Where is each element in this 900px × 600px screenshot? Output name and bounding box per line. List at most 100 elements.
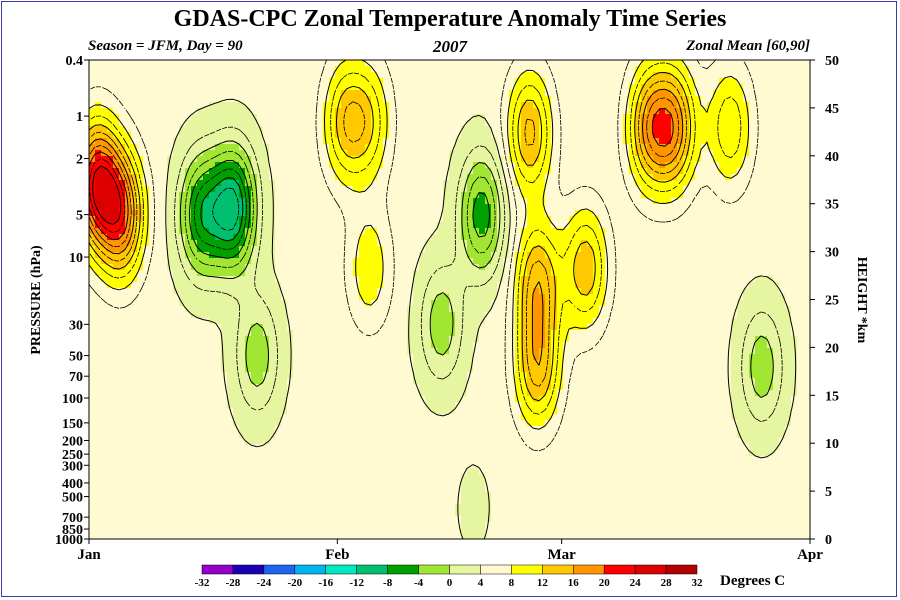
heatmap-cell bbox=[359, 132, 366, 139]
heatmap-cell bbox=[635, 144, 642, 151]
heatmap-cell bbox=[287, 198, 294, 205]
heatmap-cell bbox=[647, 132, 654, 139]
heatmap-cell bbox=[365, 180, 372, 187]
heatmap-cell bbox=[455, 174, 462, 181]
heatmap-cell bbox=[443, 168, 450, 175]
heatmap-cell bbox=[731, 204, 738, 211]
heatmap-cell bbox=[107, 252, 114, 259]
heatmap-cell bbox=[455, 234, 462, 241]
heatmap-cell bbox=[311, 132, 318, 139]
heatmap-cell bbox=[605, 234, 612, 241]
heatmap-cell bbox=[551, 108, 558, 115]
heatmap-cell bbox=[395, 216, 402, 223]
heatmap-cell bbox=[449, 210, 456, 217]
heatmap-cell bbox=[695, 222, 702, 229]
heatmap-cell bbox=[161, 168, 168, 175]
heatmap-cell bbox=[383, 282, 390, 289]
heatmap-cell bbox=[437, 234, 444, 241]
heatmap-cell bbox=[521, 78, 528, 85]
heatmap-cell bbox=[803, 84, 810, 91]
heatmap-cell bbox=[551, 72, 558, 79]
heatmap-cell bbox=[515, 174, 522, 181]
heatmap-cell bbox=[329, 252, 336, 259]
heatmap-cell bbox=[101, 66, 108, 73]
heatmap-cell bbox=[539, 276, 546, 283]
heatmap-cell bbox=[191, 258, 198, 265]
heatmap-cell bbox=[485, 144, 492, 151]
heatmap-cell bbox=[293, 138, 300, 145]
heatmap-cell bbox=[671, 180, 678, 187]
heatmap-cell bbox=[563, 234, 570, 241]
heatmap-cell bbox=[347, 234, 354, 241]
heatmap-cell bbox=[737, 180, 744, 187]
heatmap-cell bbox=[527, 156, 534, 163]
heatmap-cell bbox=[347, 300, 354, 307]
heatmap-cell bbox=[551, 156, 558, 163]
heatmap-cell bbox=[455, 138, 462, 145]
heatmap-cell bbox=[671, 270, 678, 277]
heatmap-cell bbox=[293, 258, 300, 265]
heatmap-cell bbox=[731, 114, 738, 121]
heatmap-cell bbox=[251, 66, 258, 73]
heatmap-cell bbox=[713, 234, 720, 241]
heatmap-cell bbox=[179, 120, 186, 127]
heatmap-cell bbox=[227, 276, 234, 283]
heatmap-cell bbox=[641, 150, 648, 157]
heatmap-cell bbox=[647, 186, 654, 193]
heatmap-cell bbox=[227, 228, 234, 235]
heatmap-cell bbox=[323, 84, 330, 91]
heatmap-cell bbox=[143, 276, 150, 283]
heatmap-cell bbox=[761, 186, 768, 193]
heatmap-cell bbox=[443, 156, 450, 163]
heatmap-cell bbox=[245, 150, 252, 157]
heatmap-cell bbox=[227, 132, 234, 139]
heatmap-cell bbox=[623, 258, 630, 265]
heatmap-cell bbox=[305, 258, 312, 265]
heatmap-cell bbox=[395, 150, 402, 157]
heatmap-cell bbox=[203, 198, 210, 205]
heatmap-cell bbox=[227, 162, 234, 169]
heatmap-cell bbox=[719, 300, 726, 307]
heatmap-cell bbox=[623, 102, 630, 109]
heatmap-cell bbox=[365, 186, 372, 193]
heatmap-cell bbox=[353, 210, 360, 217]
heatmap-cell bbox=[617, 126, 624, 133]
heatmap-cell bbox=[509, 246, 516, 253]
heatmap-cell bbox=[257, 222, 264, 229]
heatmap-cell bbox=[203, 270, 210, 277]
heatmap-cell bbox=[347, 132, 354, 139]
heatmap-cell bbox=[575, 180, 582, 187]
heatmap-cell bbox=[149, 276, 156, 283]
heatmap-cell bbox=[665, 90, 672, 97]
heatmap-cell bbox=[329, 84, 336, 91]
heatmap-cell bbox=[395, 144, 402, 151]
heatmap-cell bbox=[509, 96, 516, 103]
heatmap-cell bbox=[761, 150, 768, 157]
heatmap-cell bbox=[707, 126, 714, 133]
heatmap-cell bbox=[647, 96, 654, 103]
heatmap-cell bbox=[587, 252, 594, 259]
heatmap-cell bbox=[425, 210, 432, 217]
heatmap-cell bbox=[293, 270, 300, 277]
heatmap-cell bbox=[383, 186, 390, 193]
heatmap-cell bbox=[605, 192, 612, 199]
heatmap-cell bbox=[755, 90, 762, 97]
heatmap-cell bbox=[737, 282, 744, 289]
heatmap-cell bbox=[299, 102, 306, 109]
heatmap-cell bbox=[761, 78, 768, 85]
heatmap-cell bbox=[131, 300, 138, 307]
heatmap-cell bbox=[533, 216, 540, 223]
heatmap-cell bbox=[131, 252, 138, 259]
heatmap-cell bbox=[557, 216, 564, 223]
heatmap-cell bbox=[797, 234, 804, 241]
heatmap-cell bbox=[791, 132, 798, 139]
heatmap-cell bbox=[161, 96, 168, 103]
heatmap-cell bbox=[293, 96, 300, 103]
heatmap-cell bbox=[587, 174, 594, 181]
heatmap-cell bbox=[317, 192, 324, 199]
heatmap-cell bbox=[521, 252, 528, 259]
heatmap-cell bbox=[95, 126, 102, 133]
heatmap-cell bbox=[365, 216, 372, 223]
heatmap-cell bbox=[179, 246, 186, 253]
heatmap-cell bbox=[221, 114, 228, 121]
